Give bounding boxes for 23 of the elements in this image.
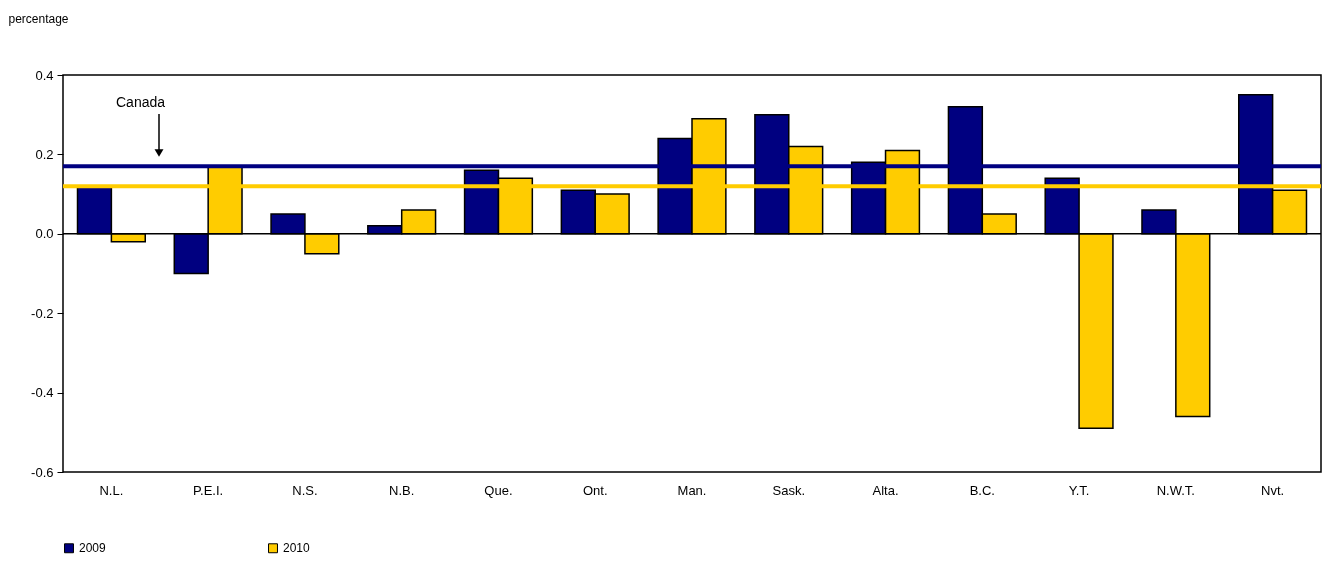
legend-label: 2010 (283, 541, 311, 556)
x-tick-label: Nvt. (1261, 482, 1285, 498)
x-tick-label: Man. (677, 482, 707, 498)
x-tick-label: N.B. (389, 482, 415, 498)
y-tick-label: 0.2 (35, 146, 54, 162)
y-tick-label: -0.2 (31, 305, 54, 321)
x-tick-label: P.E.I. (193, 482, 224, 498)
x-tick-label: Ont. (582, 482, 608, 498)
y-tick-label: 0.4 (35, 67, 54, 83)
x-tick-label: N.W.T. (1156, 482, 1195, 498)
x-tick-label: N.L. (99, 482, 124, 498)
x-tick-label: Alta. (872, 482, 899, 498)
legend-label: 2009 (79, 541, 107, 556)
x-tick-label: N.S. (292, 482, 318, 498)
y-tick-label: -0.4 (31, 385, 54, 401)
x-tick-label: Y.T. (1068, 482, 1090, 498)
annotation: Canada (116, 94, 166, 110)
x-tick-label: Sask. (772, 482, 806, 498)
x-tick-label: Que. (484, 482, 513, 498)
x-tick-label: B.C. (969, 482, 995, 498)
y-tick-label: 0.0 (35, 226, 54, 242)
y-axis-title: percentage (8, 11, 69, 26)
y-tick-label: -0.6 (31, 464, 54, 480)
